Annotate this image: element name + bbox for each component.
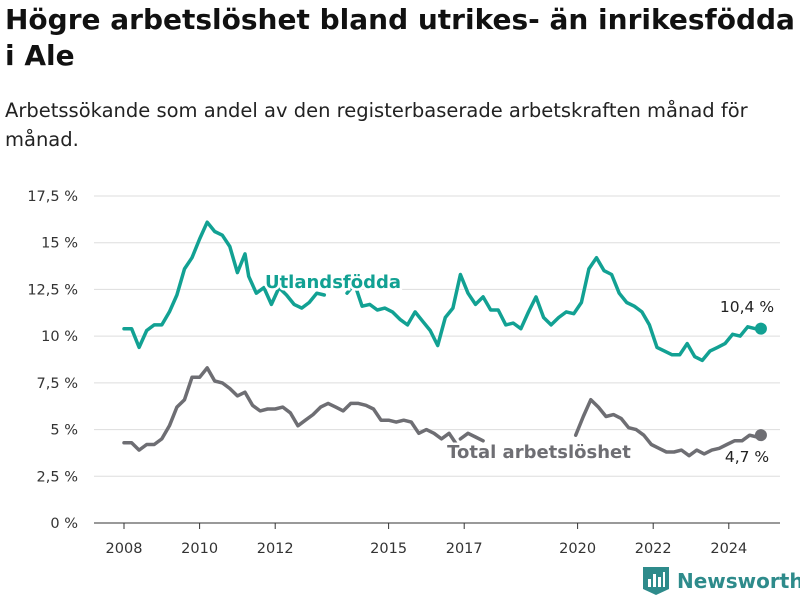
x-tick-label: 2008 — [106, 541, 143, 557]
axes: 0 % 2,5 % 5 % 7,5 % 10 % 12,5 % 15 % 17,5 % 2008… — [27, 189, 780, 557]
series-line-total — [573, 397, 763, 458]
x-tick-label: 2010 — [181, 541, 218, 557]
x-tick-label: 2017 — [446, 541, 483, 557]
series-label-utlandsfodda: Utlandsfödda — [265, 272, 401, 293]
y-tick-label: 0 % — [50, 516, 78, 532]
series-line-total — [458, 431, 485, 443]
end-point-marker — [754, 322, 767, 335]
brand-name: Newsworthy — [677, 569, 800, 593]
series-label-total: Total arbetslöshet — [447, 442, 631, 463]
x-tick-label: 2020 — [559, 541, 596, 557]
y-tick-label: 12,5 % — [27, 282, 78, 298]
bar-chart-logo-icon — [643, 567, 669, 595]
x-tick-label: 2024 — [710, 541, 747, 557]
y-tick-label: 5 % — [50, 423, 78, 439]
chart-subtitle: Arbetssökande som andel av den registerb… — [5, 99, 748, 151]
series-line-utlandsfodda — [122, 220, 327, 350]
y-tick-label: 15 % — [41, 236, 78, 252]
chart-labels: Utlandsfödda Total arbetslöshet 10,4 % 4,7 … — [262, 270, 774, 467]
series-lines — [122, 220, 767, 458]
y-tick-label: 10 % — [41, 329, 78, 345]
x-tick-label: 2015 — [370, 541, 407, 557]
x-tick-label: 2012 — [257, 541, 294, 557]
series-line-total — [122, 366, 459, 452]
y-tick-label: 7,5 % — [37, 376, 78, 392]
series-line-utlandsfodda — [345, 255, 763, 363]
chart-title: Högre arbetslöshet bland utrikes- än inr… — [5, 3, 795, 72]
x-tick-label: 2022 — [635, 541, 672, 557]
end-point-marker — [754, 429, 767, 442]
y-tick-label: 17,5 % — [27, 189, 78, 205]
gridlines — [94, 195, 780, 477]
newsworthy-brand: Newsworthy — [643, 567, 800, 595]
y-tick-label: 2,5 % — [37, 469, 78, 485]
end-value-label-total: 4,7 % — [725, 448, 769, 466]
end-value-label-utlandsfodda: 10,4 % — [720, 298, 774, 316]
